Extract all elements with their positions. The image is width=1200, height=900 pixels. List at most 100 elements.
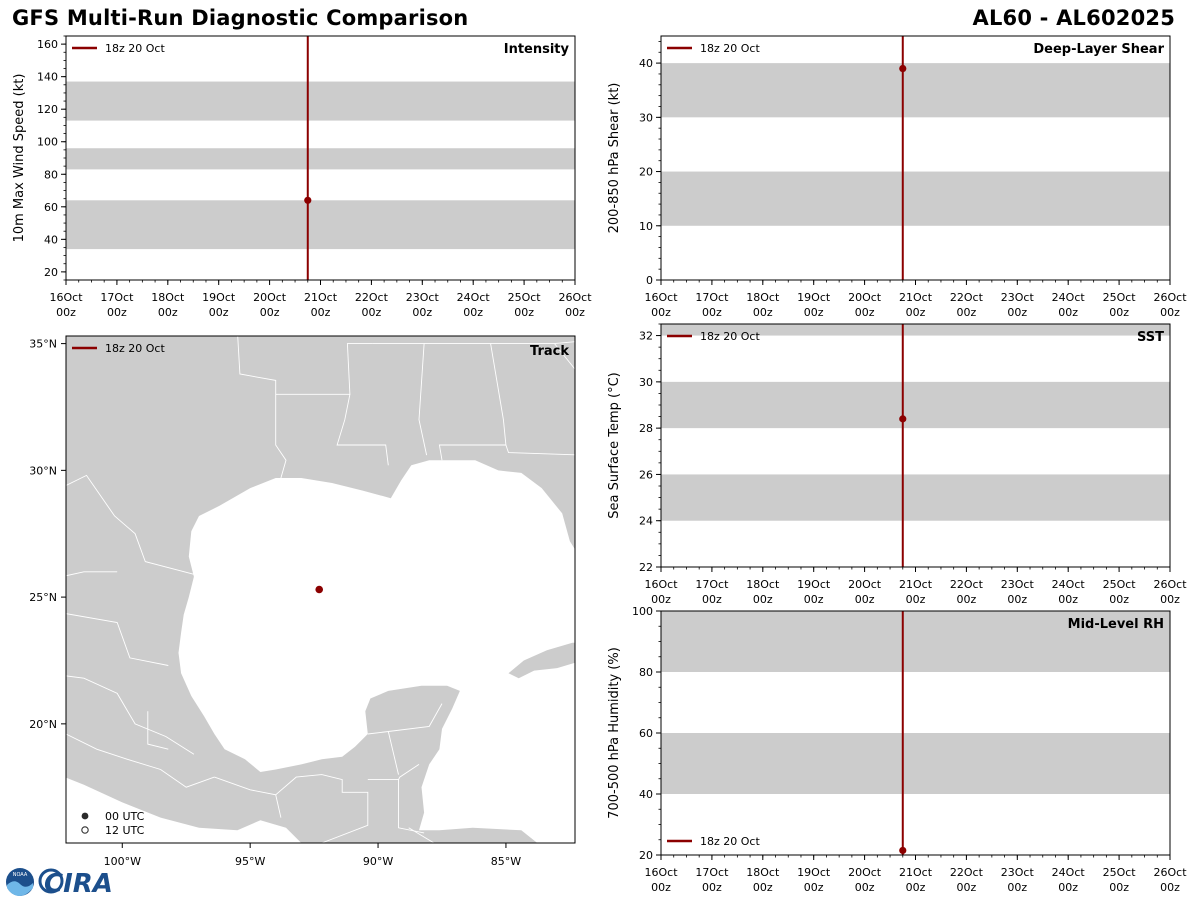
cira-globe-icon <box>38 868 64 894</box>
sst-xtick-hour-label: 00z <box>1007 593 1027 606</box>
map-border <box>398 764 420 780</box>
shear-data-point <box>899 64 907 73</box>
rh-xtick-hour-label: 00z <box>1160 881 1180 894</box>
map-border <box>66 733 215 788</box>
sst-xtick-day-label: 22Oct <box>950 578 984 591</box>
rh-xtick-day-label: 26Oct <box>1153 866 1187 879</box>
sst-xtick-day-label: 24Oct <box>1052 578 1086 591</box>
track-ytick-label: 35°N <box>29 338 57 351</box>
rh-xtick-hour-label: 00z <box>1007 881 1027 894</box>
map-border <box>275 393 389 466</box>
shear-legend-label: 18z 20 Oct <box>700 42 760 55</box>
sst-xtick-day-label: 19Oct <box>797 578 831 591</box>
sst-xtick-hour-label: 00z <box>855 593 875 606</box>
shear-xtick-hour-label: 00z <box>1160 306 1180 319</box>
marker-12utc-label: 12 UTC <box>105 824 145 837</box>
rh-ytick-label: 100 <box>632 605 653 618</box>
shear-xtick-hour-label: 00z <box>651 306 671 319</box>
intensity-xtick-day-label: 20Oct <box>253 291 287 304</box>
shear-panel: 0 10 20 30 40 16Oct 00z 17Oct 00z 18Oct 00z 19Oct 00… <box>607 35 1187 319</box>
intensity-xtick-hour-label: 00z <box>209 306 229 319</box>
shear-xtick-day-label: 19Oct <box>797 291 831 304</box>
rh-xtick-day-label: 21Oct <box>899 866 933 879</box>
track-point <box>315 585 324 594</box>
intensity-xtick-day-label: 16Oct <box>49 291 83 304</box>
sst-ylabel: Sea Surface Temp (°C) <box>607 372 622 519</box>
sst-xtick-hour-label: 00z <box>651 593 671 606</box>
rh-xtick-day-label: 20Oct <box>848 866 882 879</box>
rh-xtick-day-label: 25Oct <box>1103 866 1137 879</box>
rh-band <box>661 733 1170 794</box>
intensity-xtick-hour-label: 00z <box>107 306 127 319</box>
sst-legend-label: 18z 20 Oct <box>700 330 760 343</box>
marker-12utc-icon <box>81 826 89 834</box>
map-border <box>214 776 282 818</box>
rh-band <box>661 611 1170 672</box>
sst-xtick-hour-label: 00z <box>1058 593 1078 606</box>
gulf-of-mexico <box>178 460 575 843</box>
intensity-xtick-hour-label: 00z <box>311 306 331 319</box>
map-border <box>147 711 169 750</box>
sst-xtick-hour-label: 00z <box>957 593 977 606</box>
sst-xtick-hour-label: 00z <box>702 593 722 606</box>
intensity-xtick-hour-label: 00z <box>260 306 280 319</box>
intensity-xtick-hour-label: 00z <box>56 306 76 319</box>
intensity-xtick-hour-label: 00z <box>463 306 483 319</box>
map-border <box>367 779 425 834</box>
intensity-plot-area <box>66 36 575 280</box>
shear-ylabel: 200-850 hPa Shear (kt) <box>607 83 622 234</box>
shear-xtick-day-label: 20Oct <box>848 291 882 304</box>
intensity-band <box>66 200 575 250</box>
track-panel: 100°W 95°W 90°W 85°W 20°N 25°N 30°N 35°N Track 18… <box>29 335 576 868</box>
track-legend-label: 18z 20 Oct <box>105 342 165 355</box>
shear-ytick-label: 0 <box>646 274 653 287</box>
shear-ytick-label: 40 <box>639 57 653 70</box>
shear-xtick-hour-label: 00z <box>804 306 824 319</box>
sst-xtick-hour-label: 00z <box>804 593 824 606</box>
track-title: Track <box>530 344 569 359</box>
rh-ytick-label: 60 <box>639 727 653 740</box>
intensity-xtick-day-label: 22Oct <box>355 291 389 304</box>
shear-band <box>661 171 1170 226</box>
sst-band <box>661 381 1170 429</box>
map-border <box>66 613 169 666</box>
sst-band <box>661 474 1170 521</box>
intensity-ytick-label: 120 <box>37 103 58 116</box>
intensity-ytick-label: 40 <box>44 233 58 246</box>
track-xtick-label: 95°W <box>235 855 265 868</box>
map-border <box>66 571 118 577</box>
storm-id: AL60 - AL602025 <box>972 6 1175 30</box>
sst-ytick-label: 30 <box>639 376 653 389</box>
shear-xtick-day-label: 22Oct <box>950 291 984 304</box>
intensity-panel: 20 40 60 80 100 120 140 160 16Oct 00z 17Oct 00z 18Oc… <box>12 35 592 319</box>
rh-data-point <box>899 846 907 855</box>
intensity-xtick-day-label: 24Oct <box>457 291 491 304</box>
shear-xtick-hour-label: 00z <box>753 306 773 319</box>
sst-xtick-day-label: 23Oct <box>1001 578 1035 591</box>
rh-panel: 20 40 60 80 100 16Oct 00z 17Oct 00z 18Oct 00z 19Oct… <box>607 605 1187 894</box>
shear-xtick-hour-label: 00z <box>1007 306 1027 319</box>
rh-xtick-day-label: 18Oct <box>746 866 780 879</box>
intensity-ylabel: 10m Max Wind Speed (kt) <box>12 74 27 243</box>
intensity-ytick-label: 80 <box>44 168 58 181</box>
shear-xtick-day-label: 17Oct <box>695 291 729 304</box>
rh-xtick-hour-label: 00z <box>906 881 926 894</box>
rh-xtick-hour-label: 00z <box>855 881 875 894</box>
intensity-ytick-label: 140 <box>37 71 58 84</box>
intensity-data-point <box>304 196 312 204</box>
intensity-xtick-hour-label: 00z <box>412 306 432 319</box>
intensity-title: Intensity <box>504 42 570 57</box>
intensity-xtick-hour-label: 00z <box>362 306 382 319</box>
intensity-band <box>66 81 575 121</box>
shear-xtick-day-label: 25Oct <box>1103 291 1137 304</box>
intensity-xtick-day-label: 17Oct <box>100 291 134 304</box>
shear-xtick-day-label: 24Oct <box>1052 291 1086 304</box>
track-xtick-label: 90°W <box>363 855 393 868</box>
track-xtick-label: 85°W <box>491 855 521 868</box>
shear-xtick-day-label: 16Oct <box>644 291 678 304</box>
cira-logo: NOAA CIRA <box>6 868 113 898</box>
map-border <box>237 336 287 479</box>
rh-xtick-hour-label: 00z <box>702 881 722 894</box>
sst-xtick-day-label: 26Oct <box>1153 578 1187 591</box>
